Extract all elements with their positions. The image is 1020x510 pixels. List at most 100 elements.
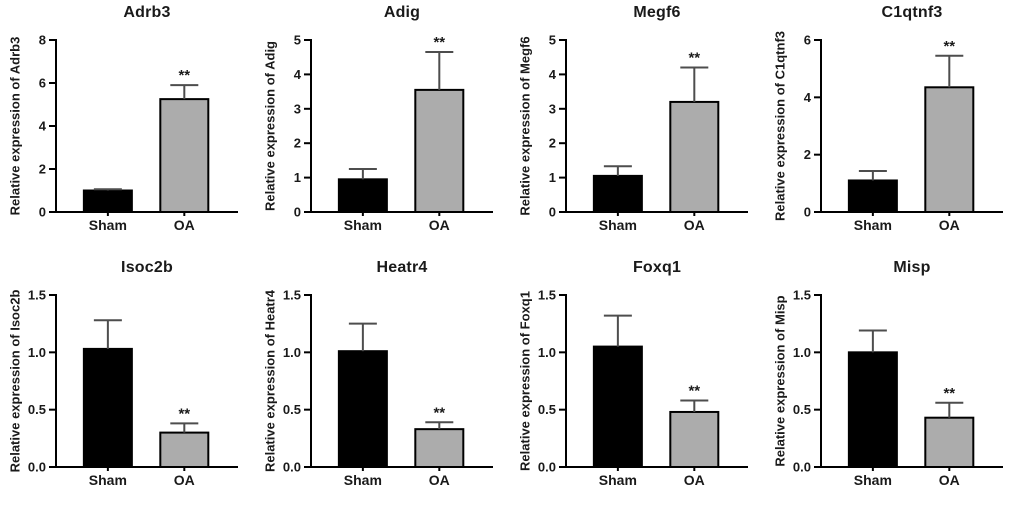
- chart-title: Isoc2b: [121, 259, 173, 276]
- x-category-label: OA: [429, 217, 450, 233]
- y-tick-label: 0.0: [538, 460, 556, 475]
- y-tick-label: 2: [804, 147, 811, 162]
- chart-title: Misp: [893, 259, 931, 276]
- significance-label: **: [943, 385, 955, 402]
- bar-plot: Sham ** OA 0 2 4 6 8: [39, 33, 238, 233]
- y-tick-label: 0.5: [793, 402, 811, 417]
- chart-panel-adig: Adig Relative expression of Adig Sham ** O…: [255, 0, 510, 255]
- y-tick-label: 5: [549, 33, 556, 48]
- significance-label: **: [943, 38, 955, 55]
- chart-panel-misp: Misp Relative expression of Misp Sham ** O…: [765, 255, 1020, 510]
- y-tick-label: 1.0: [793, 345, 811, 360]
- x-category-label: Sham: [344, 472, 382, 488]
- bar-plot: Sham ** OA 0.0 0.5 1.0 1.5: [283, 288, 493, 488]
- y-tick-label: 0.5: [28, 402, 46, 417]
- y-tick-label: 1.5: [283, 288, 301, 303]
- bar-sham: [592, 345, 643, 468]
- y-tick-label: 1.5: [28, 288, 46, 303]
- bar-sham: [82, 347, 133, 468]
- x-category-label: Sham: [89, 472, 127, 488]
- y-tick-label: 6: [39, 76, 46, 91]
- y-tick-label: 5: [294, 33, 301, 48]
- x-category-label: OA: [939, 472, 960, 488]
- significance-label: **: [688, 50, 700, 67]
- bar-oa: [414, 428, 465, 469]
- y-tick-label: 1.5: [538, 288, 556, 303]
- bar-oa: [669, 100, 720, 213]
- y-tick-label: 3: [549, 101, 556, 116]
- y-tick-label: 1.0: [538, 345, 556, 360]
- x-category-label: Sham: [344, 217, 382, 233]
- bar-sham: [337, 178, 388, 214]
- chart-title: Megf6: [633, 4, 681, 21]
- y-tick-label: 8: [39, 33, 46, 48]
- bar-sham: [337, 350, 388, 468]
- chart-title: Adrb3: [123, 4, 171, 21]
- y-tick-label: 0: [549, 205, 556, 220]
- bar-sham: [82, 189, 133, 213]
- y-tick-label: 1.5: [793, 288, 811, 303]
- chart-title: C1qtnf3: [881, 4, 943, 21]
- y-tick-label: 6: [804, 33, 811, 48]
- x-category-label: OA: [174, 217, 195, 233]
- y-tick-label: 2: [39, 162, 46, 177]
- bar-sham: [847, 351, 898, 468]
- y-tick-label: 1.0: [283, 345, 301, 360]
- y-tick-label: 0.0: [283, 460, 301, 475]
- y-tick-label: 1: [294, 170, 301, 185]
- y-tick-label: 0.0: [793, 460, 811, 475]
- bar-plot: Sham ** OA 0 1 2 3 4 5: [294, 33, 493, 233]
- chart-panel-c1qtnf3: C1qtnf3 Relative expression of C1qtnf3 S…: [765, 0, 1020, 255]
- significance-label: **: [688, 382, 700, 399]
- chart-panel-isoc2b: Isoc2b Relative expression of Isoc2b Sha…: [0, 255, 255, 510]
- bar-plot: Sham ** OA 0.0 0.5 1.0 1.5: [538, 288, 748, 488]
- bar-sham: [847, 179, 898, 213]
- y-tick-label: 1.0: [28, 345, 46, 360]
- y-tick-label: 1: [549, 170, 556, 185]
- chart-panel-foxq1: Foxq1 Relative expression of Foxq1 Sham *…: [510, 255, 765, 510]
- x-category-label: Sham: [89, 217, 127, 233]
- chart-title: Heatr4: [376, 259, 428, 276]
- y-tick-label: 0.0: [28, 460, 46, 475]
- y-tick-label: 2: [294, 136, 301, 151]
- x-category-label: Sham: [854, 217, 892, 233]
- bar-plot: Sham ** OA 0 2 4 6: [804, 33, 1003, 233]
- x-category-label: OA: [939, 217, 960, 233]
- bar-oa: [924, 416, 975, 468]
- y-tick-label: 0.5: [538, 402, 556, 417]
- significance-label: **: [433, 404, 445, 421]
- chart-panel-heatr4: Heatr4 Relative expression of Heatr4 Sha…: [255, 255, 510, 510]
- chart-panel-adrb3: Adrb3 Relative expression of Adrb3 Sham *…: [0, 0, 255, 255]
- y-tick-label: 4: [549, 67, 557, 82]
- significance-label: **: [433, 34, 445, 51]
- bar-oa: [414, 88, 465, 213]
- bar-plot: Sham ** OA 0 1 2 3 4 5: [549, 33, 748, 233]
- x-category-label: Sham: [854, 472, 892, 488]
- y-tick-label: 3: [294, 101, 301, 116]
- bar-sham: [592, 174, 643, 214]
- bar-oa: [669, 410, 720, 469]
- bar-plot: Sham ** OA 0.0 0.5 1.0 1.5: [793, 288, 1003, 488]
- y-tick-label: 0: [39, 205, 46, 220]
- y-tick-label: 4: [804, 90, 812, 105]
- y-tick-label: 0: [804, 205, 811, 220]
- x-category-label: OA: [684, 217, 705, 233]
- bar-plot: Sham ** OA 0.0 0.5 1.0 1.5: [28, 288, 238, 488]
- significance-label: **: [178, 405, 190, 422]
- x-category-label: OA: [174, 472, 195, 488]
- x-category-label: OA: [684, 472, 705, 488]
- bar-oa: [159, 431, 210, 469]
- chart-title: Foxq1: [632, 259, 682, 276]
- y-tick-label: 0: [294, 205, 301, 220]
- chart-title: Adig: [383, 4, 421, 21]
- bar-oa: [159, 98, 210, 213]
- bar-oa: [924, 86, 975, 213]
- y-tick-label: 2: [549, 136, 556, 151]
- y-tick-label: 4: [294, 67, 302, 82]
- chart-panel-megf6: Megf6 Relative expression of Megf6 Sham *…: [510, 0, 765, 255]
- x-category-label: Sham: [599, 217, 637, 233]
- significance-label: **: [178, 67, 190, 84]
- x-category-label: OA: [429, 472, 450, 488]
- y-tick-label: 0.5: [283, 402, 301, 417]
